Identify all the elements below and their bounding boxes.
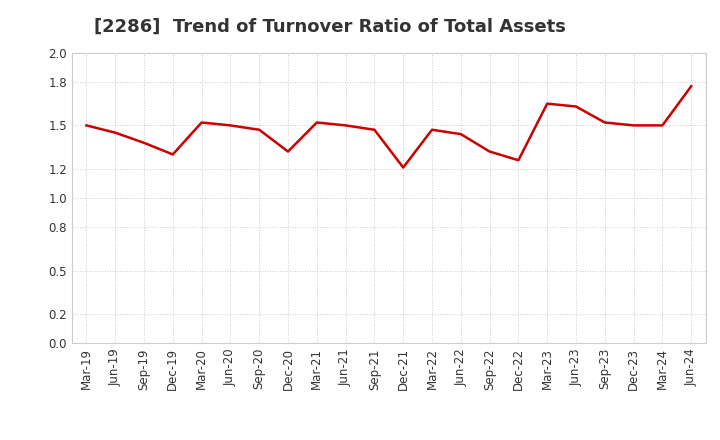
Text: [2286]  Trend of Turnover Ratio of Total Assets: [2286] Trend of Turnover Ratio of Total … (94, 18, 565, 36)
